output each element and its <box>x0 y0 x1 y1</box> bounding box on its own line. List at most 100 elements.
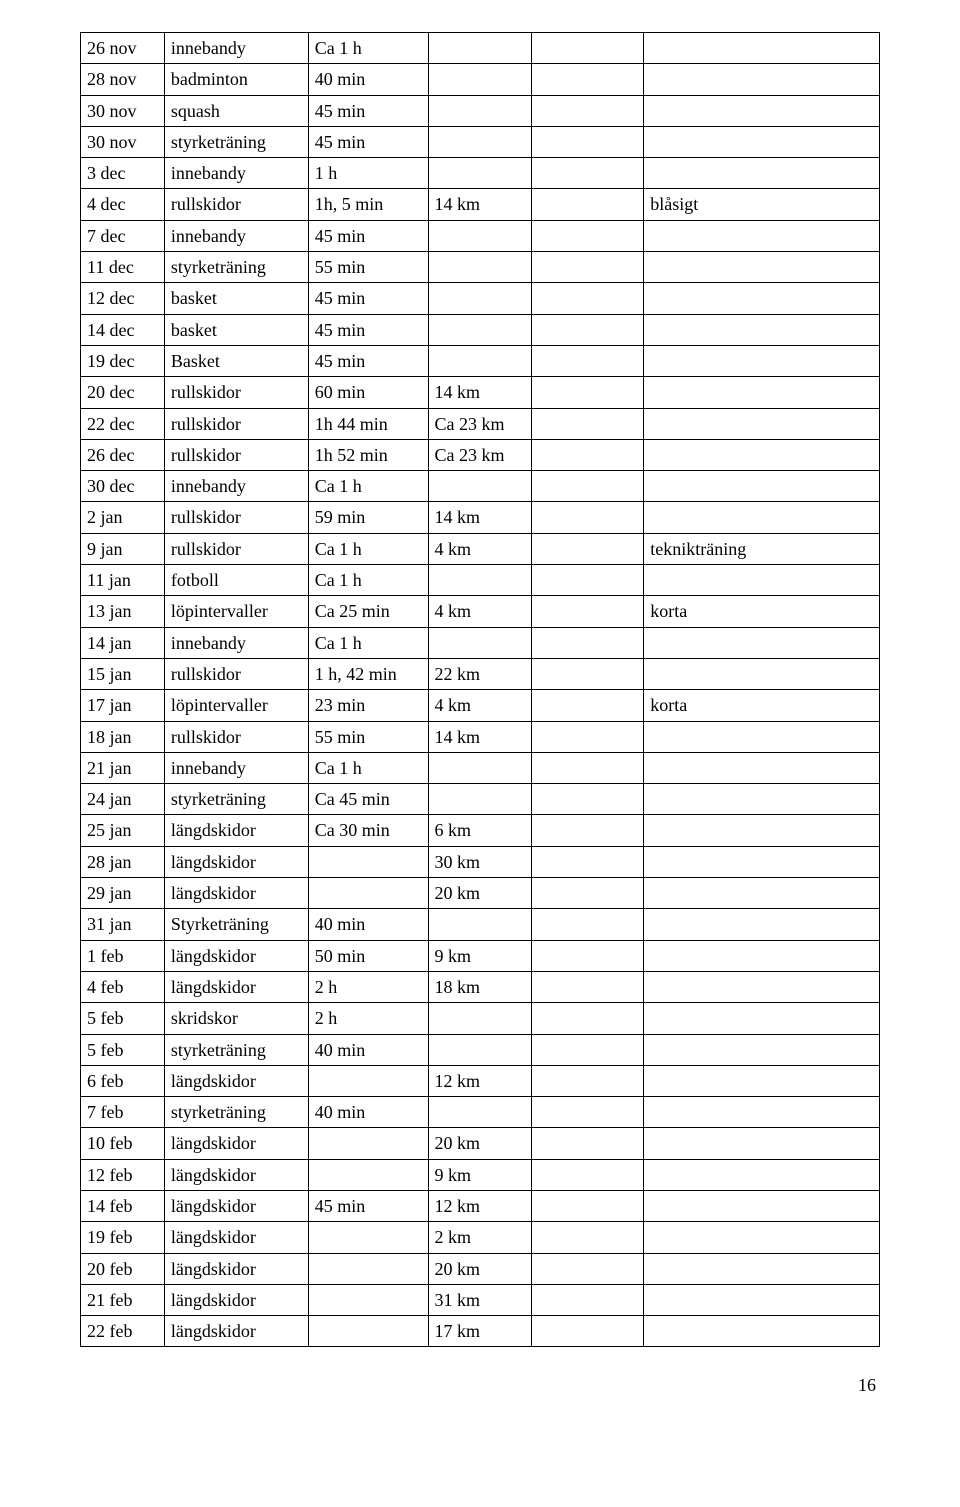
table-cell <box>644 1065 880 1096</box>
table-cell: 9 jan <box>81 533 165 564</box>
table-cell <box>308 1316 428 1347</box>
table-cell <box>644 846 880 877</box>
table-cell <box>532 377 644 408</box>
table-cell: längdskidor <box>164 1159 308 1190</box>
table-cell <box>532 1222 644 1253</box>
table-cell: 40 min <box>308 64 428 95</box>
table-cell: 22 km <box>428 658 532 689</box>
table-cell: 12 dec <box>81 283 165 314</box>
table-cell: 25 jan <box>81 815 165 846</box>
table-cell: innebandy <box>164 752 308 783</box>
table-cell <box>644 64 880 95</box>
table-cell <box>428 283 532 314</box>
table-cell: 30 nov <box>81 95 165 126</box>
table-cell: 7 feb <box>81 1097 165 1128</box>
table-cell <box>532 1065 644 1096</box>
table-cell: Ca 23 km <box>428 439 532 470</box>
table-cell <box>428 314 532 345</box>
table-cell: 21 jan <box>81 752 165 783</box>
table-row: 25 janlängdskidorCa 30 min6 km <box>81 815 880 846</box>
table-cell: 55 min <box>308 252 428 283</box>
table-cell <box>532 64 644 95</box>
table-cell <box>532 189 644 220</box>
table-row: 20 feblängdskidor20 km <box>81 1253 880 1284</box>
table-cell: Ca 1 h <box>308 752 428 783</box>
table-cell: 45 min <box>308 283 428 314</box>
table-cell <box>532 471 644 502</box>
table-cell <box>428 252 532 283</box>
table-cell: längdskidor <box>164 1190 308 1221</box>
table-cell: 50 min <box>308 940 428 971</box>
table-cell <box>428 95 532 126</box>
table-cell: längdskidor <box>164 1284 308 1315</box>
table-cell: 26 dec <box>81 439 165 470</box>
table-cell: rullskidor <box>164 502 308 533</box>
table-row: 28 novbadminton40 min <box>81 64 880 95</box>
table-row: 22 feblängdskidor17 km <box>81 1316 880 1347</box>
table-cell: 45 min <box>308 95 428 126</box>
table-cell <box>532 909 644 940</box>
table-cell <box>644 1034 880 1065</box>
table-row: 14 feblängdskidor45 min12 km <box>81 1190 880 1221</box>
table-cell: längdskidor <box>164 1316 308 1347</box>
table-cell <box>644 565 880 596</box>
table-cell: 30 km <box>428 846 532 877</box>
table-cell: Ca 1 h <box>308 33 428 64</box>
table-row: 28 janlängdskidor30 km <box>81 846 880 877</box>
table-cell: 2 h <box>308 971 428 1002</box>
table-cell: 60 min <box>308 377 428 408</box>
table-row: 4 decrullskidor1h, 5 min14 kmblåsigt <box>81 189 880 220</box>
table-cell <box>532 439 644 470</box>
training-log-table: 26 novinnebandyCa 1 h28 novbadminton40 m… <box>80 32 880 1347</box>
table-cell: längdskidor <box>164 846 308 877</box>
table-cell: 26 nov <box>81 33 165 64</box>
table-cell <box>532 752 644 783</box>
table-cell: 19 dec <box>81 345 165 376</box>
table-cell: 4 km <box>428 533 532 564</box>
table-cell: 2 km <box>428 1222 532 1253</box>
table-cell <box>308 1253 428 1284</box>
table-cell: 55 min <box>308 721 428 752</box>
table-row: 7 decinnebandy45 min <box>81 220 880 251</box>
table-cell: styrketräning <box>164 126 308 157</box>
table-cell: rullskidor <box>164 533 308 564</box>
table-cell <box>532 1159 644 1190</box>
table-row: 21 janinnebandyCa 1 h <box>81 752 880 783</box>
table-cell: 1 h <box>308 158 428 189</box>
table-cell: 20 feb <box>81 1253 165 1284</box>
table-cell <box>644 283 880 314</box>
table-cell: 19 feb <box>81 1222 165 1253</box>
table-cell: innebandy <box>164 627 308 658</box>
table-cell: 20 km <box>428 878 532 909</box>
table-cell <box>532 33 644 64</box>
table-cell <box>532 1034 644 1065</box>
table-cell: 1 feb <box>81 940 165 971</box>
table-cell: 45 min <box>308 1190 428 1221</box>
table-cell: längdskidor <box>164 1128 308 1159</box>
table-cell: 2 h <box>308 1003 428 1034</box>
table-cell: styrketräning <box>164 1097 308 1128</box>
table-cell: 30 dec <box>81 471 165 502</box>
table-cell <box>644 1284 880 1315</box>
table-row: 10 feblängdskidor20 km <box>81 1128 880 1159</box>
table-cell <box>428 1034 532 1065</box>
table-cell <box>644 1253 880 1284</box>
table-cell <box>532 502 644 533</box>
table-cell: 20 dec <box>81 377 165 408</box>
table-cell <box>532 940 644 971</box>
table-cell: badminton <box>164 64 308 95</box>
table-cell <box>532 345 644 376</box>
table-cell: 1h 52 min <box>308 439 428 470</box>
table-cell <box>644 940 880 971</box>
table-cell <box>308 846 428 877</box>
table-row: 30 novstyrketräning45 min <box>81 126 880 157</box>
table-cell <box>644 33 880 64</box>
table-cell: rullskidor <box>164 721 308 752</box>
table-row: 14 decbasket45 min <box>81 314 880 345</box>
table-row: 21 feblängdskidor31 km <box>81 1284 880 1315</box>
table-cell <box>532 878 644 909</box>
table-cell <box>644 721 880 752</box>
table-row: 1 feblängdskidor50 min9 km <box>81 940 880 971</box>
table-cell: 14 jan <box>81 627 165 658</box>
table-cell <box>532 596 644 627</box>
